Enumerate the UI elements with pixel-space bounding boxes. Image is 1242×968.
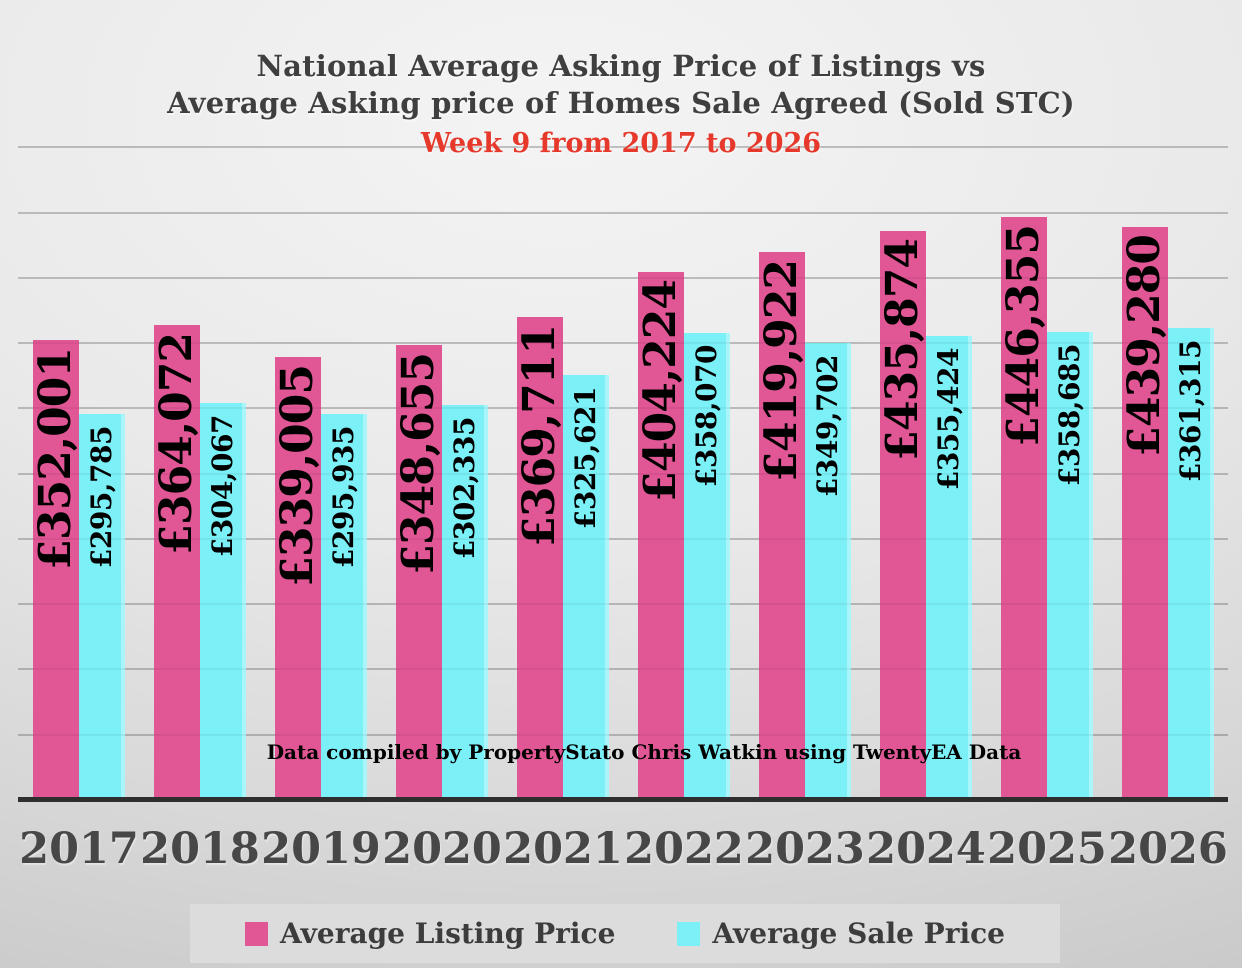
gridline xyxy=(18,146,1228,148)
sale-bar-2026: £361,315 xyxy=(1168,328,1214,800)
sale-bar-2021: £325,621 xyxy=(563,375,609,800)
x-axis-label-2017: 2017 xyxy=(19,824,139,874)
gridline xyxy=(18,473,1228,475)
listing-bar-2022: £404,224 xyxy=(635,272,686,800)
sale-bar-2024: £355,424 xyxy=(926,336,972,800)
listing-bar-2025: £446,355 xyxy=(998,217,1049,800)
sale-bar-2025: £358,685 xyxy=(1047,332,1093,800)
x-axis-label-2018: 2018 xyxy=(140,824,260,874)
x-axis-label-2024: 2024 xyxy=(866,824,986,874)
legend-item-sale: Average Sale Price xyxy=(677,917,1005,950)
sale-bar-2019: £295,935 xyxy=(321,414,367,800)
legend-label-listing: Average Listing Price xyxy=(280,917,616,950)
legend-label-sale: Average Sale Price xyxy=(712,917,1005,950)
gridline xyxy=(18,407,1228,409)
x-axis-label-2022: 2022 xyxy=(624,824,744,874)
gridline xyxy=(18,668,1228,670)
x-axis-label-2020: 2020 xyxy=(382,824,502,874)
x-axis-line xyxy=(18,797,1228,802)
sale-bar-2022: £358,070 xyxy=(684,333,730,800)
gridline xyxy=(18,277,1228,279)
chart-caption: Data compiled by PropertyStato Chris Wat… xyxy=(266,740,1022,764)
listing-bar-2018: £364,072 xyxy=(151,325,202,800)
gridline xyxy=(18,342,1228,344)
listing-bar-2023: £419,922 xyxy=(756,252,807,800)
sale-bar-2023: £349,702 xyxy=(805,343,851,800)
sale-bar-2020: £302,335 xyxy=(442,405,488,800)
chart-header: National Average Asking Price of Listing… xyxy=(0,48,1242,161)
x-axis-label-2025: 2025 xyxy=(987,824,1107,874)
gridline xyxy=(18,603,1228,605)
x-axis-label-2019: 2019 xyxy=(261,824,381,874)
sale-bar-2018: £304,067 xyxy=(200,403,246,800)
sale-swatch-icon xyxy=(677,921,701,946)
listing-bar-2019: £339,005 xyxy=(272,357,323,800)
listing-swatch-icon xyxy=(245,921,269,946)
listing-bar-2024: £435,874 xyxy=(877,231,928,800)
listing-bar-2017: £352,001 xyxy=(30,340,81,800)
chart-subtitle: Week 9 from 2017 to 2026 xyxy=(420,128,822,159)
gridline xyxy=(18,734,1228,736)
x-axis-label-2026: 2026 xyxy=(1108,824,1228,874)
chart-title-line2: Average Asking price of Homes Sale Agree… xyxy=(167,86,1075,120)
chart-title-line1: National Average Asking Price of Listing… xyxy=(256,49,986,83)
listing-bar-2020: £348,655 xyxy=(393,345,444,800)
x-axis-label-2023: 2023 xyxy=(745,824,865,874)
listing-bar-2026: £439,280 xyxy=(1119,227,1170,800)
legend: Average Listing Price Average Sale Price xyxy=(190,904,1060,963)
sale-bar-2017: £295,785 xyxy=(79,414,125,800)
legend-item-listing: Average Listing Price xyxy=(245,917,615,950)
gridline xyxy=(18,538,1228,540)
gridline xyxy=(18,212,1228,214)
x-axis-label-2021: 2021 xyxy=(503,824,623,874)
listing-bar-2021: £369,711 xyxy=(514,317,565,800)
